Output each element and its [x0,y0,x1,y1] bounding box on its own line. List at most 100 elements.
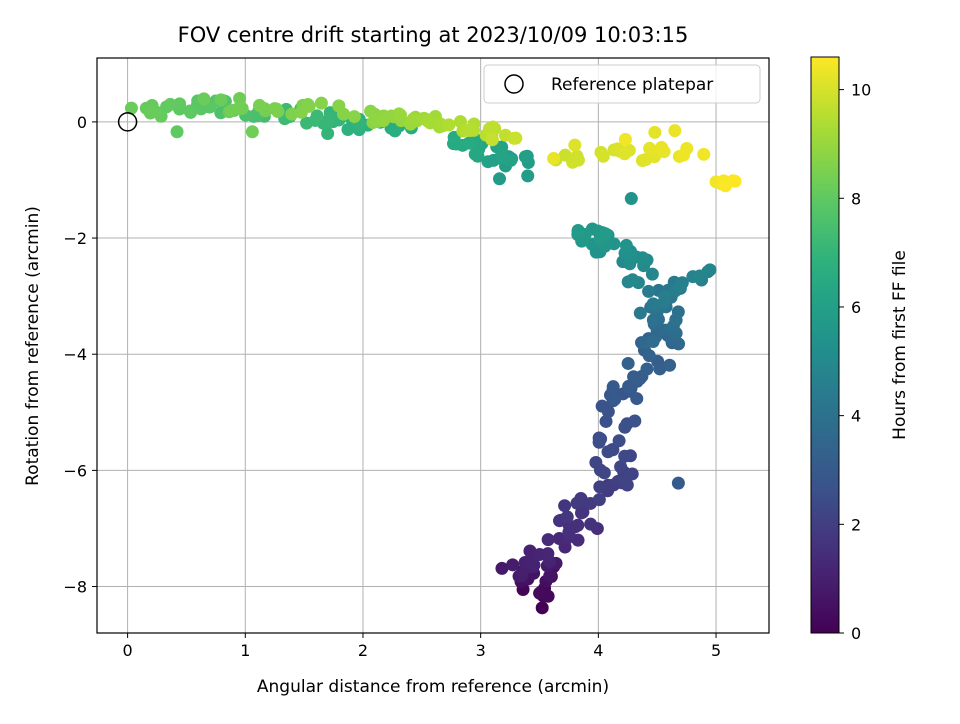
data-point-106 [653,362,667,376]
data-point-294 [271,105,285,119]
data-point-51 [558,499,572,513]
data-point-154 [693,269,707,283]
y-tick-label-3: −6 [63,461,87,480]
data-point-373 [618,132,632,146]
data-point-378 [728,174,742,188]
colorbar-tick-label-3: 6 [851,298,861,317]
chart-title: FOV centre drift starting at 2023/10/09 … [178,23,689,47]
data-point-144 [646,297,660,311]
data-point-350 [566,155,580,169]
data-point-363 [643,141,657,155]
data-point-202 [481,155,495,169]
colorbar-tick-label-0: 0 [851,624,861,643]
data-point-75 [618,449,632,463]
data-point-300 [314,96,328,110]
data-point-110 [642,349,656,363]
data-point-85 [628,414,642,428]
data-point-150 [673,279,687,293]
data-point-340 [486,120,500,134]
data-point-22 [506,558,520,572]
data-point-370 [677,148,691,162]
colorbar-ticks: 0 2 4 6 8 10 [839,81,871,643]
data-point-159 [626,273,640,287]
data-point-213 [468,147,482,161]
data-point-302 [337,107,351,121]
data-point-219 [462,136,476,150]
data-point-244 [300,116,314,130]
x-tick-label-4: 4 [593,641,603,660]
data-point-20 [495,561,509,575]
data-point-279 [148,104,162,118]
data-point-44 [562,526,576,540]
data-point-357 [568,138,582,152]
data-point-231 [341,123,355,137]
data-point-273 [173,97,187,111]
data-point-107 [621,356,635,370]
data-point-79 [612,434,626,448]
colorbar-tick-label-2: 4 [851,407,861,426]
y-tick-label-4: −8 [63,578,87,597]
data-point-345 [509,131,523,145]
data-point-291 [252,98,266,112]
data-point-143 [633,306,647,320]
x-tick-label-2: 2 [358,641,368,660]
data-point-335 [463,123,477,137]
x-tick-label-3: 3 [476,641,486,660]
data-point-274 [163,97,177,111]
legend: Reference platepar [483,64,761,104]
legend-box [483,64,761,104]
data-point-124 [646,335,660,349]
data-point-45 [571,518,585,532]
data-point-98 [671,476,685,490]
data-point-299 [294,105,308,119]
data-point-164 [636,251,650,265]
data-point-62 [593,480,607,494]
data-point-285 [245,125,259,139]
data-points [117,91,742,615]
data-point-371 [697,147,711,161]
x-axis-label: Angular distance from reference (arcmin) [257,677,609,697]
data-point-320 [406,112,420,126]
data-point-83 [618,420,632,434]
data-point-188 [598,227,612,241]
data-point-361 [648,125,662,139]
data-point-119 [672,337,686,351]
y-tick-label-0: 0 [77,113,87,132]
data-point-37 [541,533,555,547]
legend-label-reference-platepar: Reference platepar [551,75,713,95]
data-point-359 [618,147,632,161]
legend-marker-open-circle [504,74,524,94]
data-point-331 [442,118,456,132]
data-point-109 [663,358,677,372]
data-point-88 [601,405,615,419]
data-point-281 [197,92,211,106]
data-point-270 [183,104,197,118]
data-point-72 [589,455,603,469]
data-point-187 [571,225,585,239]
x-tick-label-0: 0 [123,641,133,660]
data-point-284 [233,91,247,105]
data-point-326 [423,116,437,130]
data-point-312 [376,114,390,128]
data-point-343 [485,133,499,147]
data-point-171 [619,238,633,252]
data-point-155 [703,263,717,277]
data-point-97 [606,380,620,394]
data-point-7 [533,586,547,600]
data-point-105 [640,362,654,376]
data-point-365 [657,145,671,159]
colorbar-tick-label-1: 2 [851,515,861,534]
colorbar-tick-label-4: 8 [851,189,861,208]
data-point-61 [592,493,606,507]
x-tick-label-1: 1 [240,641,250,660]
x-tick-label-5: 5 [711,641,721,660]
data-point-190 [492,172,506,186]
data-point-69 [614,460,628,474]
colorbar [810,56,840,634]
colorbar-tick-label-5: 10 [851,81,871,100]
data-point-194 [521,169,535,183]
data-point-196 [518,150,532,164]
axis-ticks: 0 1 2 3 4 5 0 −2 −4 −6 −8 [63,113,721,660]
data-point-282 [214,93,228,107]
